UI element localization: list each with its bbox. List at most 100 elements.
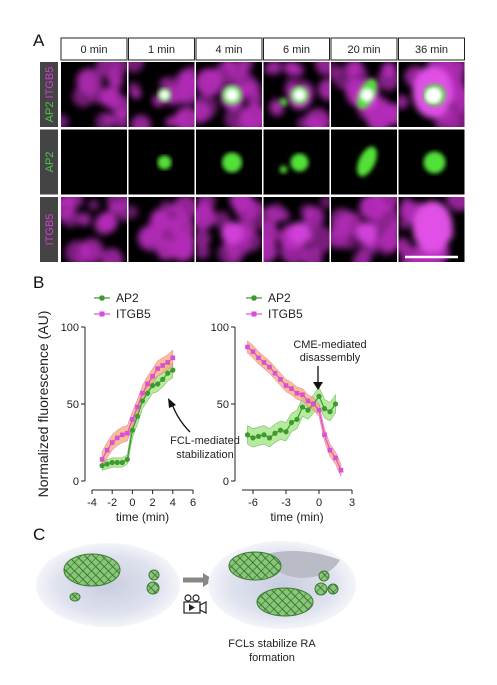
row-label-part: AP2 bbox=[44, 152, 56, 173]
itgb5-blob bbox=[112, 62, 127, 74]
ap2-spot bbox=[222, 152, 242, 173]
itgb5-blob bbox=[111, 95, 127, 118]
data-point bbox=[130, 417, 135, 422]
micrograph bbox=[128, 62, 195, 127]
ap2-spot bbox=[357, 146, 377, 177]
itgb5-blob bbox=[246, 90, 262, 107]
itgb5-blob bbox=[128, 62, 145, 73]
column-header: 0 min bbox=[81, 44, 108, 56]
data-point bbox=[277, 427, 284, 433]
data-point bbox=[145, 381, 150, 387]
itgb5-blob bbox=[130, 114, 152, 127]
itgb5-blob bbox=[339, 231, 359, 251]
micrograph bbox=[61, 62, 127, 127]
colocalization bbox=[294, 89, 305, 101]
data-point bbox=[109, 459, 115, 466]
data-point bbox=[244, 432, 251, 438]
micrograph bbox=[196, 129, 262, 195]
itgb5-blob bbox=[319, 197, 330, 209]
x-tick-label: -2 bbox=[107, 497, 117, 509]
ap2-spot bbox=[279, 165, 288, 174]
itgb5-blob bbox=[128, 205, 139, 219]
ap2-signal bbox=[279, 86, 309, 106]
micrograph bbox=[128, 129, 195, 195]
data-point bbox=[316, 407, 322, 413]
column-header-box bbox=[330, 37, 398, 61]
ap2-spot bbox=[423, 151, 446, 174]
y-tick-label: 0 bbox=[73, 476, 79, 488]
ap2-spot bbox=[290, 153, 309, 172]
data-point bbox=[99, 457, 105, 462]
itgb5-blob bbox=[263, 237, 278, 262]
y-tick-label: 50 bbox=[67, 399, 79, 411]
x-tick-label: 3 bbox=[349, 497, 355, 509]
legend-marker bbox=[251, 311, 257, 317]
data-point bbox=[294, 416, 300, 422]
itgb5-blob bbox=[303, 206, 325, 228]
itgb5-signal bbox=[263, 197, 330, 262]
data-point bbox=[332, 401, 339, 407]
micrograph bbox=[61, 129, 127, 195]
ap2-signal bbox=[357, 79, 377, 109]
itgb5-signal bbox=[61, 62, 127, 127]
legend-label: ITGB5 bbox=[116, 307, 151, 321]
column-header: 6 min bbox=[283, 44, 310, 56]
itgb5-blob bbox=[356, 222, 378, 244]
y-tick-label: 100 bbox=[61, 322, 79, 334]
data-point bbox=[139, 398, 146, 404]
itgb5-blob bbox=[131, 88, 142, 99]
column-header-box bbox=[60, 37, 128, 61]
micrograph bbox=[263, 197, 330, 262]
data-point bbox=[327, 409, 333, 415]
data-point bbox=[278, 377, 283, 382]
legend-label: AP2 bbox=[268, 291, 291, 305]
data-point bbox=[272, 430, 278, 436]
data-point bbox=[321, 406, 328, 412]
data-point bbox=[144, 390, 151, 396]
data-point bbox=[125, 430, 130, 436]
colocalization bbox=[425, 89, 440, 103]
data-point bbox=[261, 360, 267, 365]
data-point bbox=[160, 376, 166, 382]
data-point bbox=[134, 413, 141, 419]
data-point bbox=[150, 373, 155, 379]
data-point bbox=[104, 447, 110, 453]
data-point bbox=[261, 432, 267, 438]
panel-label: A bbox=[33, 31, 45, 50]
annotation: CME-mediated bbox=[293, 339, 366, 351]
itgb5-blob bbox=[72, 86, 94, 108]
legend-marker bbox=[99, 311, 105, 317]
y-axis-title: Normalized fluorescence (AU) bbox=[35, 311, 51, 498]
error-band bbox=[247, 386, 336, 448]
annotation: stabilization bbox=[176, 449, 233, 461]
ap2-spot bbox=[279, 98, 288, 106]
itgb5-blob bbox=[285, 77, 296, 88]
itgb5-blob bbox=[159, 200, 174, 215]
x-tick-label: 0 bbox=[316, 497, 322, 509]
itgb5-blob bbox=[378, 229, 397, 252]
data-point bbox=[299, 404, 306, 410]
data-point bbox=[119, 459, 125, 466]
data-point bbox=[305, 398, 311, 404]
data-point bbox=[283, 429, 289, 435]
data-point bbox=[155, 366, 160, 371]
data-point bbox=[165, 370, 171, 376]
x-axis-title: time (min) bbox=[116, 510, 169, 524]
data-point bbox=[165, 360, 171, 365]
column-header: 4 min bbox=[216, 44, 243, 56]
data-point bbox=[140, 390, 145, 396]
x-tick-label: 2 bbox=[150, 497, 156, 509]
data-point bbox=[316, 393, 322, 399]
micrograph-bg bbox=[61, 129, 127, 195]
itgb5-blob bbox=[115, 199, 127, 222]
itgb5-blob bbox=[137, 225, 164, 252]
itgb5-blob bbox=[61, 114, 69, 127]
itgb5-blob bbox=[306, 225, 330, 254]
x-axis-title: time (min) bbox=[270, 510, 323, 524]
annotation: disassembly bbox=[300, 352, 361, 364]
data-point bbox=[255, 433, 262, 439]
data-point bbox=[300, 392, 305, 398]
data-point bbox=[120, 432, 125, 438]
itgb5-blob bbox=[237, 62, 254, 72]
